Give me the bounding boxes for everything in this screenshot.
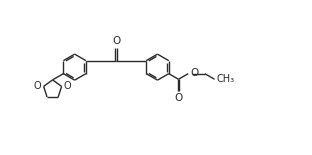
Text: O: O	[64, 81, 71, 91]
Text: O: O	[174, 93, 183, 103]
Text: O: O	[112, 36, 120, 46]
Text: CH₃: CH₃	[216, 74, 234, 84]
Text: O: O	[34, 81, 41, 91]
Text: O: O	[190, 68, 198, 78]
